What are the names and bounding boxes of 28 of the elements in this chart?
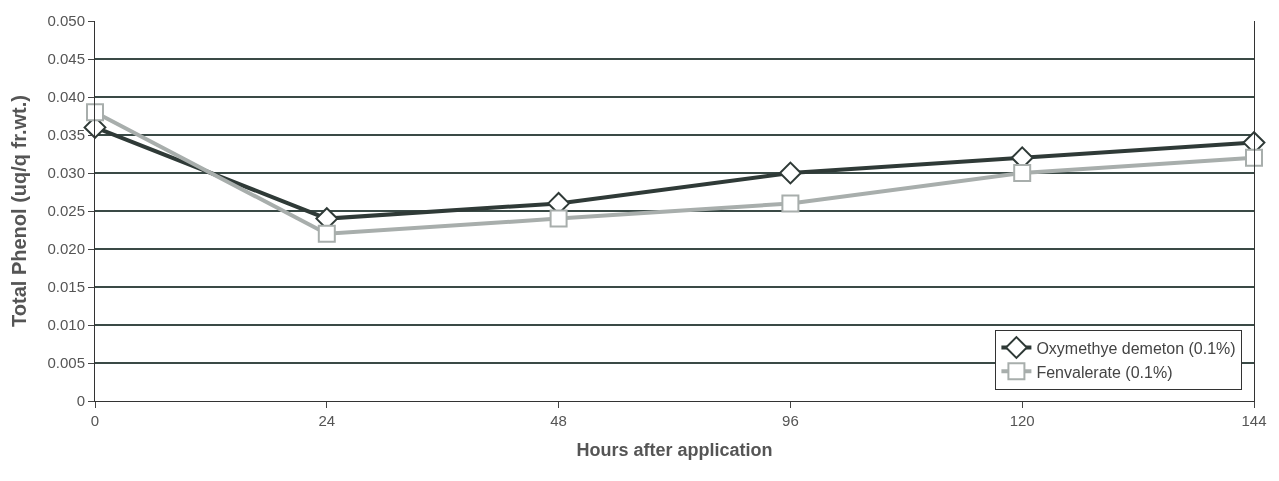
legend-label: Fenvalerate (0.1%) [1036, 363, 1173, 381]
y-tick-label: 0.010 [47, 316, 85, 334]
y-tick-label: 0.005 [47, 354, 85, 372]
y-tick-label: 0.040 [47, 88, 85, 106]
y-tick-label: 0.050 [47, 12, 85, 30]
x-axis-title: Hours after application [576, 440, 773, 461]
x-tick-label: 0 [90, 412, 100, 429]
x-tick-label: 48 [550, 412, 567, 429]
y-tick-label: 0.045 [47, 50, 85, 68]
legend-label: Oxymethye demeton (0.1%) [1036, 339, 1236, 357]
point [779, 161, 802, 185]
x-tick-label: 144 [1241, 412, 1267, 429]
y-tick-label: 0.030 [47, 164, 85, 182]
y-tick-label: 0.035 [47, 126, 85, 144]
y-tick-label: 0.015 [47, 278, 85, 296]
x-tick-label: 24 [318, 412, 336, 429]
x-tick-label: 120 [1009, 412, 1035, 429]
point [549, 209, 568, 228]
y-tick-label: 0 [76, 392, 85, 410]
y-tick-label: 0.020 [47, 240, 85, 258]
point [86, 103, 104, 122]
point [781, 194, 800, 213]
y-axis-title: Total Phenol (uq/q fr.wt.) [7, 95, 30, 327]
y-tick-label: 0.025 [47, 202, 85, 220]
x-tick-label: 96 [782, 412, 799, 429]
point [1013, 164, 1032, 182]
point [317, 224, 336, 243]
point [1245, 148, 1263, 167]
